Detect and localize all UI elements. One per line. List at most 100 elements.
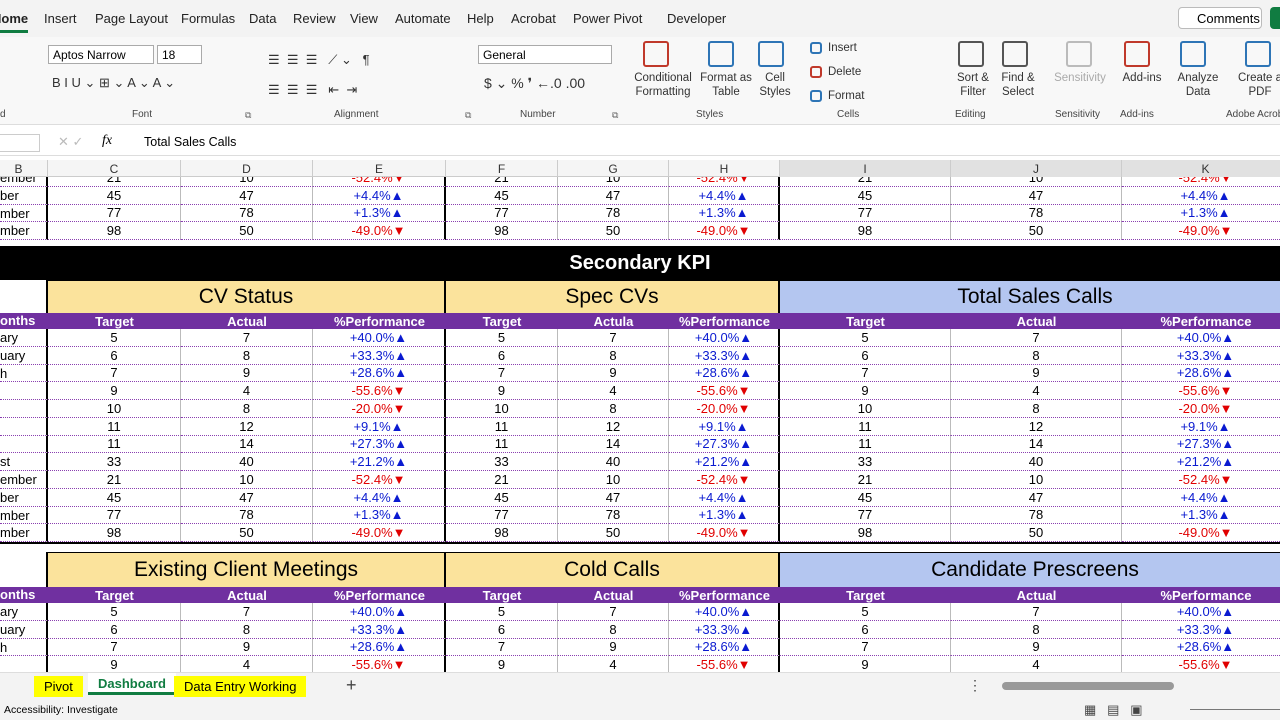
share[interactable] [1270, 7, 1280, 29]
menu-tab[interactable]: Developer [667, 11, 727, 26]
button-icon[interactable] [1002, 41, 1028, 67]
sheet-tab[interactable]: Data Entry Working [174, 676, 307, 697]
cell: 7 [446, 364, 558, 383]
zoom-slider[interactable] [1190, 709, 1280, 710]
cell: 5 [780, 329, 951, 347]
menu-tab[interactable]: Data [249, 11, 277, 26]
cell: 40 [181, 453, 313, 471]
ribbon-button[interactable]: Cell Styles [759, 72, 791, 98]
font-tools[interactable]: B I U ⌄ ⊞ ⌄ A ⌄ A ⌄ [52, 75, 176, 90]
column-header[interactable]: F [446, 160, 558, 177]
subheader: Target [780, 313, 951, 329]
menu-tab[interactable]: Page Layout [95, 11, 169, 26]
comments-button[interactable]: Comments [1178, 7, 1262, 29]
month-cell: h [0, 364, 48, 383]
menu-tab[interactable]: Acrobat [511, 11, 556, 26]
subheader: Target [446, 587, 558, 603]
ribbon-button[interactable]: Delete [828, 66, 862, 78]
font-name[interactable]: Aptos Narrow [48, 45, 154, 64]
cell: +28.6%▲ [669, 364, 780, 383]
cell: 78 [558, 204, 669, 223]
button-icon[interactable] [1124, 41, 1150, 67]
ribbon-button[interactable]: Add-ins [1122, 72, 1162, 84]
month-cell [0, 400, 48, 418]
fx-button[interactable]: fx [102, 133, 113, 148]
cell: -55.6%▼ [1122, 656, 1280, 672]
add-sheet[interactable]: + [346, 675, 357, 695]
menu-tab[interactable]: Review [293, 11, 336, 26]
name-box[interactable] [0, 134, 40, 152]
cell: +27.3%▲ [669, 435, 780, 454]
cell: -49.0%▼ [669, 524, 780, 542]
button-icon[interactable] [643, 41, 669, 67]
month-cell: uary [0, 346, 48, 365]
ribbon-button[interactable]: Sort & Filter [957, 72, 989, 98]
kpi-heading: Total Sales Calls [780, 280, 1280, 313]
cell: 4 [181, 382, 313, 400]
column-header[interactable]: E [313, 160, 446, 177]
menu-tab[interactable]: Insert [44, 11, 77, 26]
button-icon[interactable] [810, 42, 822, 54]
subheader: %Performance [313, 313, 446, 329]
button-icon[interactable] [810, 90, 822, 102]
button-icon[interactable] [1245, 41, 1271, 67]
cell: -52.4%▼ [313, 471, 446, 489]
sheet-tab[interactable]: Pivot [34, 676, 83, 697]
button-icon[interactable] [1180, 41, 1206, 67]
cell: 21 [780, 471, 951, 489]
menu-tab[interactable]: Power Pivot [573, 11, 643, 26]
number-tools[interactable]: $ ⌄ % ❜ ←.0 .00 [484, 75, 586, 91]
cell: -52.4%▼ [669, 177, 780, 187]
button-icon[interactable] [1066, 41, 1092, 67]
dialog-launcher[interactable]: ⧉ [465, 110, 472, 120]
button-icon[interactable] [758, 41, 784, 67]
column-header[interactable]: G [558, 160, 669, 177]
cell: -52.4%▼ [313, 177, 446, 187]
cell: 6 [48, 620, 181, 639]
more[interactable]: ⋮ [968, 677, 982, 693]
column-header[interactable]: J [951, 160, 1122, 177]
view-buttons[interactable]: ▦ ▤ ▣ [1084, 702, 1143, 717]
column-header[interactable]: C [48, 160, 181, 177]
ribbon-button[interactable]: Create a PDF [1237, 72, 1280, 98]
ribbon-button[interactable]: Analyze Data [1177, 72, 1219, 98]
menu-tab[interactable]: Home [0, 11, 29, 33]
month-header: onths [0, 313, 48, 329]
menu-tab[interactable]: Automate [395, 11, 451, 26]
menu-tab[interactable]: Formulas [181, 11, 236, 26]
button-icon[interactable] [810, 66, 822, 78]
menu-tab[interactable]: Help [467, 11, 494, 26]
h-scrollbar[interactable] [1002, 682, 1174, 690]
column-header[interactable]: H [669, 160, 780, 177]
cell: 7 [181, 603, 313, 621]
ribbon-button[interactable]: Find & Select [1001, 72, 1035, 98]
formula-content[interactable]: Total Sales Calls [144, 135, 237, 149]
cell: 5 [780, 603, 951, 621]
column-header[interactable]: K [1122, 160, 1280, 177]
align-tools[interactable]: ☰ ☰ ☰ ⟋ ⌄ ¶ ☰ ☰ ☰ ⇤ ⇥ [268, 52, 370, 97]
ribbon-button[interactable]: Conditional Formatting [634, 72, 692, 98]
ribbon-button[interactable]: Format as Table [700, 72, 752, 98]
column-header[interactable]: B [0, 160, 48, 177]
button-icon[interactable] [958, 41, 984, 67]
cell: 11 [48, 435, 181, 454]
cell: +33.3%▲ [313, 620, 446, 639]
cell: 45 [780, 488, 951, 507]
ribbon-button[interactable]: Sensitivity [1054, 72, 1106, 84]
group-label: Styles [696, 109, 724, 120]
column-header[interactable]: I [780, 160, 951, 177]
cell: +40.0%▲ [669, 329, 780, 347]
sheet-tab-bar: + ⋮ Pivot Dashboard Data Entry Working [0, 672, 1280, 700]
number-format[interactable]: General [478, 45, 612, 64]
button-icon[interactable] [708, 41, 734, 67]
ribbon-button[interactable]: Format [828, 90, 865, 102]
dialog-launcher[interactable]: ⧉ [245, 110, 252, 120]
font-size[interactable]: 18 [157, 45, 202, 64]
dialog-launcher[interactable]: ⧉ [612, 110, 619, 120]
column-header[interactable]: D [181, 160, 313, 177]
ribbon-button[interactable]: Insert [828, 42, 857, 54]
sheet-tab[interactable]: Dashboard [88, 673, 176, 695]
cell: +40.0%▲ [313, 603, 446, 621]
menu-tab[interactable]: View [350, 11, 378, 26]
cancel-enter[interactable]: ✕ ✓ [58, 134, 84, 149]
